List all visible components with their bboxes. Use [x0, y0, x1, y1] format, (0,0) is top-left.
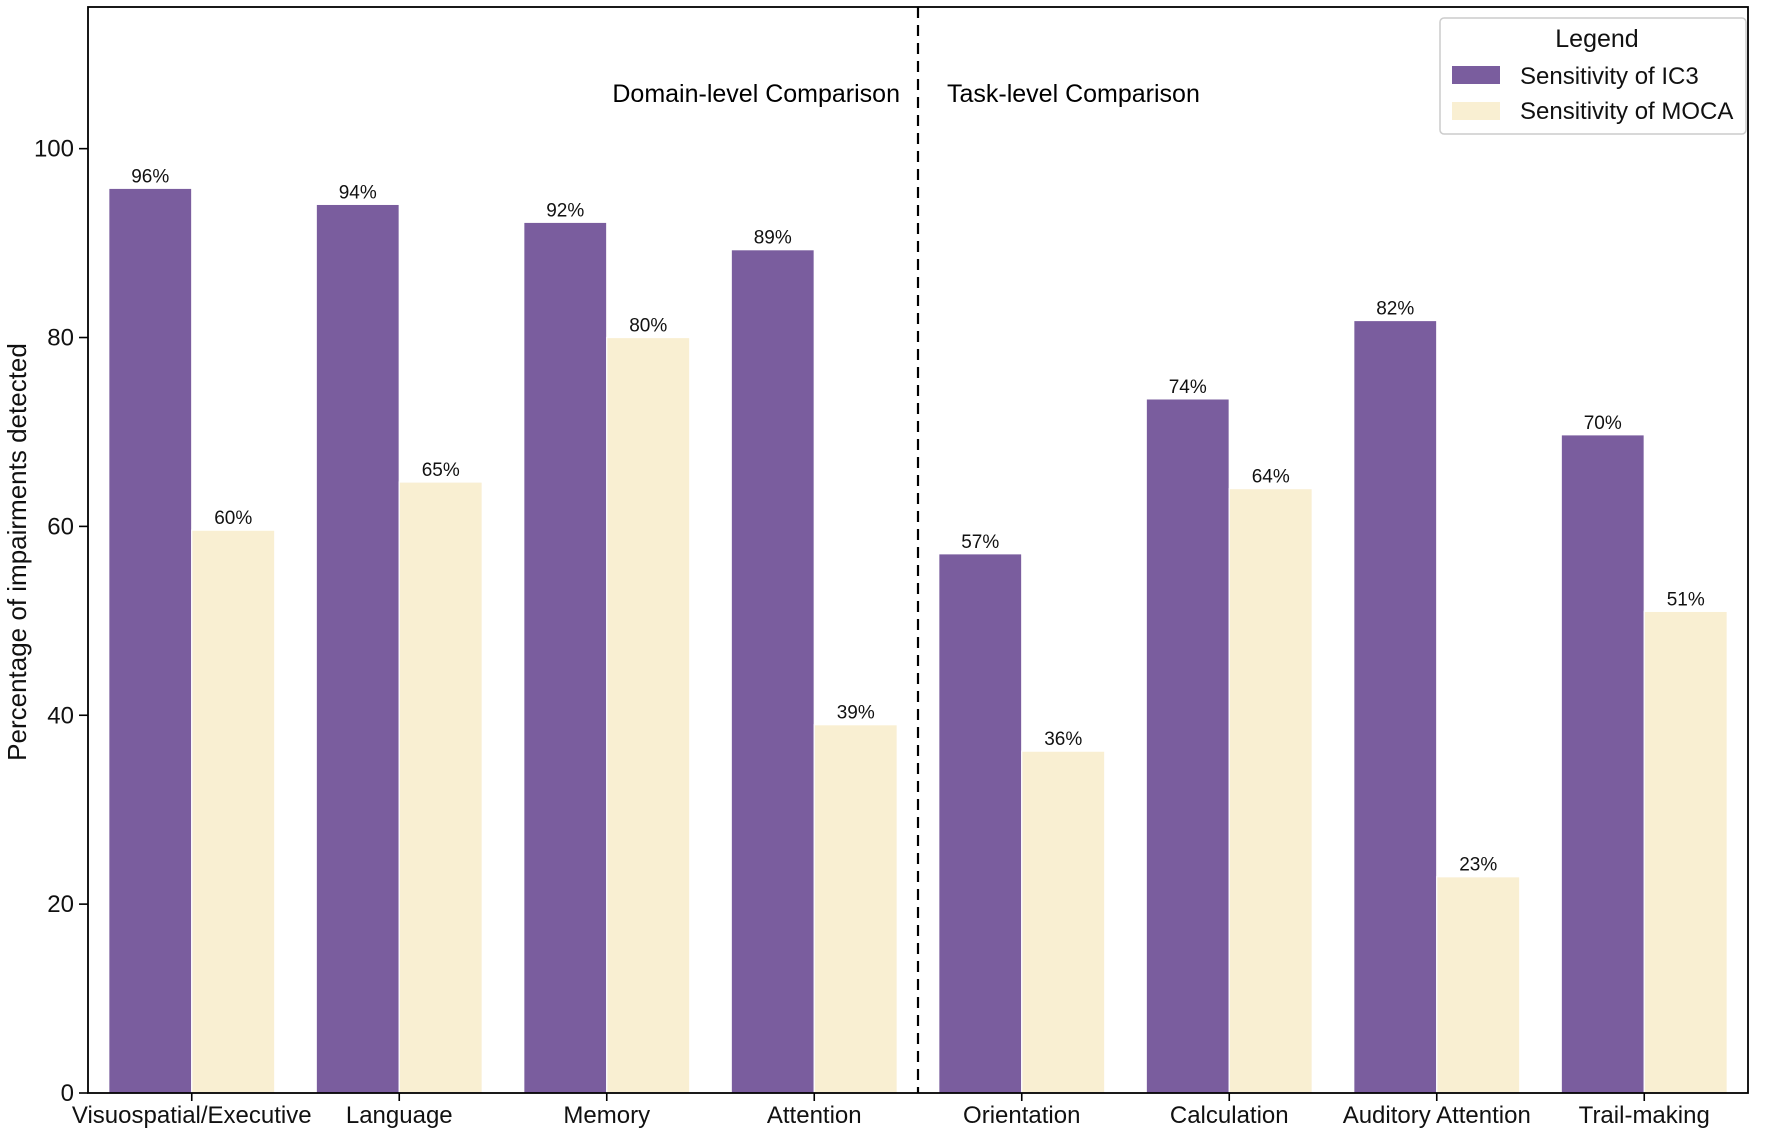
x-tick-label-1: Language	[346, 1102, 453, 1129]
bar-ic3-attention	[730, 249, 815, 1094]
bar-moca-visuospatial-executive	[191, 529, 276, 1094]
bars-layer	[108, 187, 1728, 1094]
value-label-ic3-6: 82%	[1376, 299, 1414, 320]
y-tick-label-5: 100	[34, 136, 74, 163]
legend-label-moca: Sensitivity of MOCA	[1520, 98, 1733, 125]
value-label-moca-2: 80%	[629, 316, 667, 337]
y-tick-label-2: 40	[47, 702, 74, 729]
value-labels-layer: 96% 60% 94% 65% 92% 80% 89% 39% 57% 36% 74% 64% 82% 2…	[131, 166, 1705, 875]
y-tick-label-3: 60	[47, 513, 74, 540]
bar-moca-language	[398, 481, 483, 1094]
task-level-label: Task-level Comparison	[947, 80, 1200, 108]
x-tick-label-2: Memory	[563, 1102, 650, 1129]
legend-swatch-moca	[1452, 102, 1500, 120]
x-tick-label-3: Attention	[767, 1102, 862, 1129]
legend-title: Legend	[1555, 25, 1638, 53]
legend-label-ic3: Sensitivity of IC3	[1520, 63, 1699, 90]
value-label-ic3-5: 74%	[1169, 377, 1207, 398]
y-tick-label-0: 0	[61, 1080, 74, 1107]
bar-moca-attention	[813, 724, 898, 1094]
value-label-ic3-2: 92%	[546, 200, 584, 221]
bar-moca-orientation	[1021, 750, 1106, 1094]
value-label-moca-5: 64%	[1252, 467, 1290, 488]
bar-ic3-visuospatial-executive	[108, 187, 193, 1094]
bar-ic3-memory	[523, 221, 608, 1094]
bar-ic3-auditory-attention	[1353, 319, 1438, 1094]
x-tick-label-4: Orientation	[963, 1102, 1080, 1129]
x-tick-label-0: Visuospatial/Executive	[72, 1102, 312, 1129]
y-tick-label-4: 80	[47, 325, 74, 352]
value-label-ic3-1: 94%	[339, 182, 377, 203]
value-label-ic3-3: 89%	[754, 228, 792, 249]
bar-ic3-calculation	[1145, 398, 1230, 1094]
bar-ic3-language	[315, 203, 400, 1094]
x-tick-label-5: Calculation	[1170, 1102, 1289, 1129]
y-tick-label-1: 20	[47, 891, 74, 918]
value-label-moca-4: 36%	[1044, 729, 1082, 750]
x-tick-label-7: Trail-making	[1579, 1102, 1710, 1129]
bar-ic3-trail-making	[1560, 434, 1645, 1094]
value-label-ic3-7: 70%	[1584, 413, 1622, 434]
y-axis-label: Percentage of impairments detected	[2, 343, 32, 761]
value-label-ic3-4: 57%	[961, 532, 999, 553]
bar-moca-calculation	[1228, 488, 1313, 1094]
legend-box	[1439, 17, 1747, 135]
value-label-moca-6: 23%	[1459, 855, 1497, 876]
bar-ic3-orientation	[938, 553, 1023, 1094]
legend: Legend Sensitivity of IC3 Sensitivity of…	[1439, 17, 1747, 135]
value-label-ic3-0: 96%	[131, 166, 169, 187]
bar-moca-memory	[606, 336, 691, 1094]
bar-moca-trail-making	[1643, 610, 1728, 1094]
domain-level-label: Domain-level Comparison	[612, 80, 900, 108]
legend-swatch-ic3	[1452, 66, 1500, 84]
value-label-moca-7: 51%	[1667, 589, 1705, 610]
x-tick-label-6: Auditory Attention	[1343, 1102, 1531, 1129]
value-label-moca-0: 60%	[214, 508, 252, 529]
value-label-moca-1: 65%	[422, 460, 460, 481]
bar-moca-auditory-attention	[1436, 876, 1521, 1094]
value-label-moca-3: 39%	[837, 703, 875, 724]
